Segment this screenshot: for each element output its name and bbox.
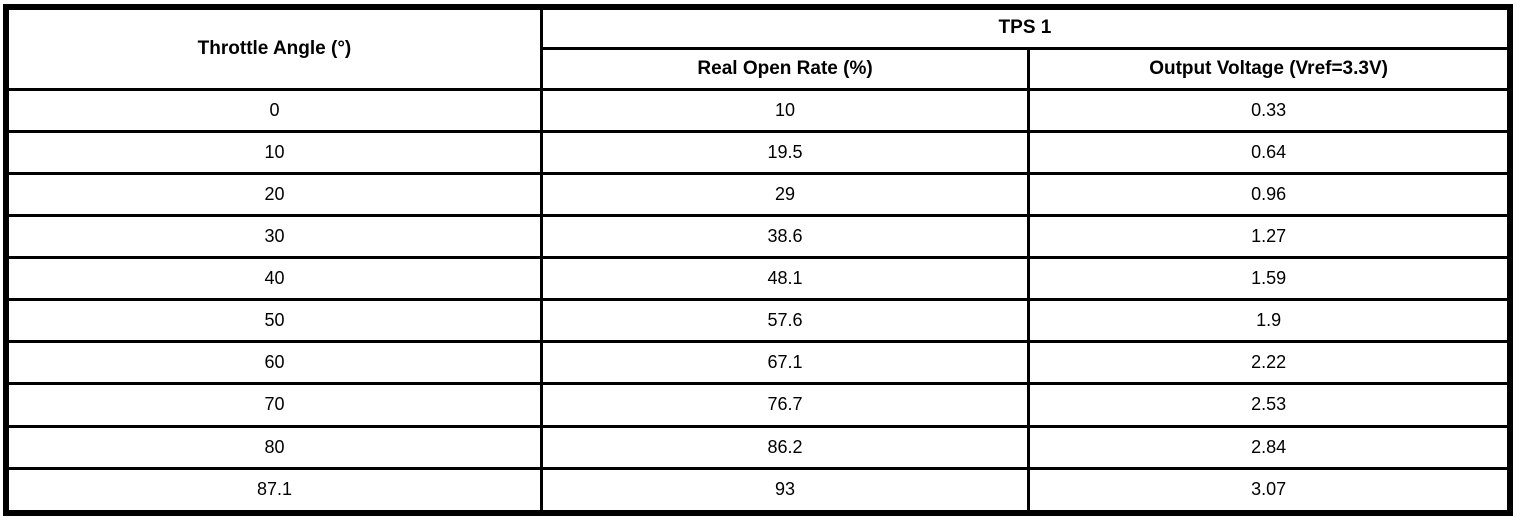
- header-row-group: Throttle Angle (°) TPS 1: [4, 5, 1512, 91]
- col-group-header-tps1: TPS 1: [539, 5, 1512, 50]
- table-row: 50 57.6 1.9: [4, 298, 1512, 344]
- header-row-sub: Real Open Rate (%) Output Voltage (Vref=…: [6, 46, 1512, 91]
- real-open-rate-cell: 48.1: [539, 255, 1031, 302]
- table-row: 40 48.1 1.59: [4, 255, 1512, 302]
- real-open-rate-cell: 10: [539, 87, 1031, 133]
- real-open-rate-cell: 29: [539, 171, 1031, 217]
- table-row: 20 29 0.96: [4, 171, 1512, 217]
- real-open-rate-cell: 38.6: [539, 213, 1031, 260]
- table-header: Throttle Angle (°) TPS 1 Real Open Rate …: [4, 5, 1512, 91]
- table-body: 0 10 0.33 10 19.5 0.64 20 29 0.96 30 38.6 1.27 40 48.…: [4, 87, 1512, 515]
- real-open-rate-cell: 67.1: [539, 340, 1031, 386]
- throttle-angle-cell: 60: [4, 340, 543, 386]
- throttle-angle-cell: 20: [4, 171, 543, 217]
- real-open-rate-cell: 93: [539, 466, 1031, 515]
- output-voltage-cell: 2.22: [1027, 340, 1512, 386]
- throttle-angle-cell: 0: [4, 87, 543, 133]
- table-row: 10 19.5 0.64: [4, 129, 1512, 175]
- col-header-output-voltage: Output Voltage (Vref=3.3V): [1027, 46, 1512, 91]
- table-row: 0 10 0.33: [4, 87, 1512, 133]
- col-header-real-open-rate: Real Open Rate (%): [539, 46, 1031, 91]
- throttle-angle-cell: 80: [4, 424, 543, 470]
- output-voltage-cell: 1.9: [1027, 298, 1512, 344]
- throttle-angle-cell: 87.1: [4, 466, 543, 515]
- throttle-angle-cell: 30: [4, 213, 543, 260]
- col-header-throttle-angle: Throttle Angle (°): [4, 5, 543, 91]
- tps1-throttle-calibration-table: Throttle Angle (°) TPS 1 Real Open Rate …: [3, 4, 1513, 516]
- real-open-rate-cell: 57.6: [539, 298, 1031, 344]
- throttle-angle-cell: 70: [4, 382, 543, 428]
- throttle-angle-cell: 50: [4, 298, 543, 344]
- table-row: 80 86.2 2.84: [4, 424, 1512, 470]
- throttle-angle-cell: 40: [4, 255, 543, 302]
- table-row: 60 67.1 2.22: [4, 340, 1512, 386]
- output-voltage-cell: 0.96: [1027, 171, 1512, 217]
- throttle-angle-cell: 10: [4, 129, 543, 175]
- output-voltage-cell: 1.59: [1027, 255, 1512, 302]
- real-open-rate-cell: 76.7: [539, 382, 1031, 428]
- output-voltage-cell: 3.07: [1027, 466, 1512, 515]
- output-voltage-cell: 1.27: [1027, 213, 1512, 260]
- real-open-rate-cell: 19.5: [539, 129, 1031, 175]
- table-row: 87.1 93 3.07: [4, 466, 1512, 515]
- output-voltage-cell: 0.33: [1027, 87, 1512, 133]
- output-voltage-cell: 2.53: [1027, 382, 1512, 428]
- output-voltage-cell: 2.84: [1027, 424, 1512, 470]
- table-row: 30 38.6 1.27: [4, 213, 1512, 260]
- table-row: 70 76.7 2.53: [4, 382, 1512, 428]
- real-open-rate-cell: 86.2: [539, 424, 1031, 470]
- output-voltage-cell: 0.64: [1027, 129, 1512, 175]
